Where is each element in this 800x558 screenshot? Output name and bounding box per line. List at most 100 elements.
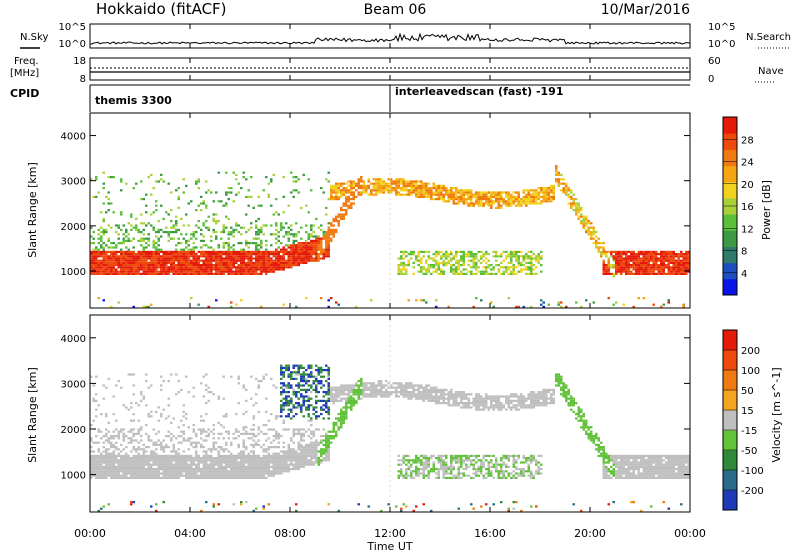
heatmap-cell: [355, 185, 358, 187]
heatmap-cell: [105, 273, 108, 275]
colorbar-swatch: [723, 279, 737, 296]
heatmap-cell: [135, 227, 138, 229]
heatmap-cell: [245, 251, 248, 253]
heatmap-cell: [180, 420, 183, 422]
heatmap-cell: [170, 268, 173, 270]
heatmap-cell: [193, 477, 196, 479]
heatmap-cell: [140, 213, 143, 215]
heatmap-cell: [95, 468, 98, 470]
heatmap-cell: [293, 435, 296, 437]
heatmap-cell: [263, 457, 266, 459]
heatmap-cell: [230, 262, 233, 264]
heatmap-cell: [460, 251, 463, 253]
heatmap-cell: [193, 442, 196, 444]
heatmap-cell: [323, 459, 326, 461]
heatmap-cell: [193, 459, 196, 461]
heatmap-cell: [100, 251, 103, 253]
heatmap-cell: [415, 260, 418, 262]
heatmap-cell: [660, 255, 663, 257]
heatmap-cell: [280, 404, 283, 406]
heatmap-cell: [175, 220, 178, 222]
heatmap-cell: [518, 196, 521, 198]
heatmap-cell: [200, 420, 203, 422]
heatmap-cell: [260, 264, 263, 266]
heatmap-cell: [468, 202, 471, 204]
heatmap-cell: [258, 231, 261, 233]
heatmap-cell: [418, 253, 421, 255]
heatmap-cell: [440, 194, 443, 196]
heatmap-cell: [303, 395, 306, 397]
heatmap-cell: [163, 450, 166, 452]
heatmap-cell: [320, 409, 323, 411]
heatmap-cell: [158, 444, 161, 446]
heatmap-cell: [263, 477, 266, 479]
heatmap-cell: [133, 446, 136, 448]
heatmap-cell: [213, 231, 216, 233]
heatmap-cell: [508, 202, 511, 204]
heatmap-cell: [388, 185, 391, 187]
heatmap-cell: [333, 198, 336, 200]
heatmap-cell: [190, 262, 193, 264]
heatmap-cell: [118, 260, 121, 262]
heatmap-cell: [248, 266, 251, 268]
heatmap-cell: [178, 464, 181, 466]
heatmap-cell: [275, 461, 278, 463]
heatmap-cell: [260, 273, 263, 275]
heatmap-cell: [538, 198, 541, 200]
heatmap-cell: [368, 185, 371, 187]
heatmap-cell: [135, 448, 138, 450]
heatmap-cell: [170, 209, 173, 211]
heatmap-cell: [218, 503, 221, 505]
heatmap-cell: [93, 260, 96, 262]
heatmap-cell: [250, 464, 253, 466]
heatmap-cell: [215, 268, 218, 270]
heatmap-cell: [155, 411, 158, 413]
heatmap-cell: [220, 461, 223, 463]
heatmap-cell: [100, 255, 103, 257]
heatmap-cell: [363, 187, 366, 189]
heatmap-cell: [243, 459, 246, 461]
heatmap-cell: [168, 183, 171, 185]
heatmap-cell: [268, 466, 271, 468]
heatmap-cell: [563, 191, 566, 193]
heatmap-cell: [493, 194, 496, 196]
heatmap-cell: [430, 264, 433, 266]
heatmap-cell: [103, 299, 106, 301]
heatmap-cell: [185, 257, 188, 259]
heatmap-cell: [125, 470, 128, 472]
heatmap-cell: [403, 264, 406, 266]
heatmap-cell: [528, 251, 531, 253]
heatmap-cell: [168, 380, 171, 382]
heatmap-cell: [170, 255, 173, 257]
heatmap-cell: [300, 453, 303, 455]
heatmap-cell: [195, 435, 198, 437]
heatmap-cell: [145, 472, 148, 474]
heatmap-cell: [550, 196, 553, 198]
heatmap-cell: [425, 191, 428, 193]
heatmap-cell: [153, 442, 156, 444]
heatmap-cell: [128, 455, 131, 457]
heatmap-cell: [468, 198, 471, 200]
heatmap-cell: [115, 224, 118, 226]
colorbar-swatch: [723, 117, 737, 134]
heatmap-cell: [260, 380, 263, 382]
heatmap-cell: [273, 470, 276, 472]
heatmap-cell: [283, 196, 286, 198]
heatmap-cell: [525, 202, 528, 204]
heatmap-cell: [200, 264, 203, 266]
heatmap-cell: [205, 475, 208, 477]
heatmap-cell: [160, 477, 163, 479]
heatmap-cell: [685, 262, 688, 264]
heatmap-cell: [635, 260, 638, 262]
heatmap-cell: [300, 461, 303, 463]
heatmap-cell: [215, 213, 218, 215]
heatmap-cell: [248, 464, 251, 466]
heatmap-cell: [200, 382, 203, 384]
heatmap-cell: [240, 242, 243, 244]
heatmap-cell: [125, 459, 128, 461]
heatmap-cell: [255, 260, 258, 262]
heatmap-cell: [290, 262, 293, 264]
heatmap-cell: [315, 238, 318, 240]
heatmap-cell: [215, 255, 218, 257]
heatmap-cell: [308, 420, 311, 422]
